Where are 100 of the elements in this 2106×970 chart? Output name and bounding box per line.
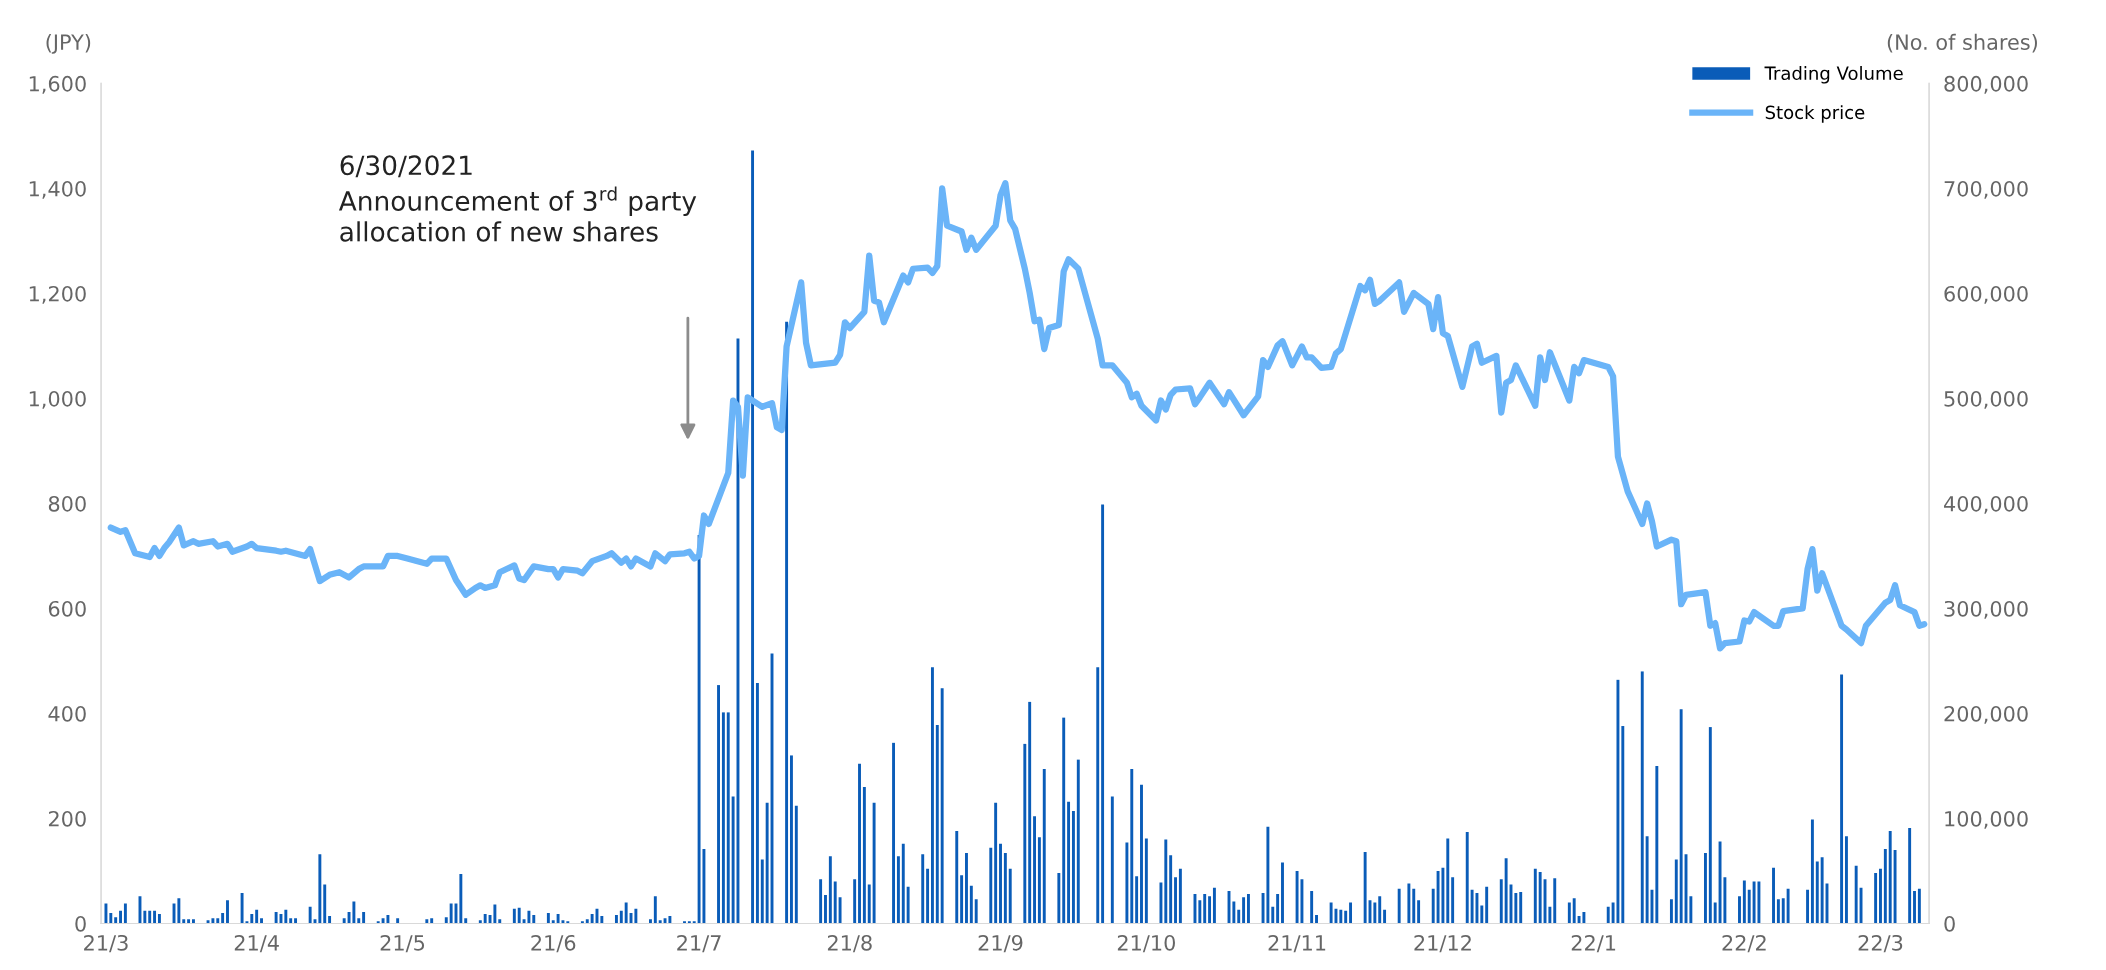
bar <box>1071 811 1075 924</box>
bar <box>157 913 161 924</box>
bar <box>940 688 944 924</box>
bar <box>1436 870 1440 924</box>
annotation: 6/30/2021 Announcement of 3$^{rd}$ party allocation of new shares <box>338 155 697 242</box>
bar <box>551 920 555 924</box>
bar <box>1271 906 1275 924</box>
bar <box>1883 848 1887 924</box>
bar <box>1567 902 1571 924</box>
bar <box>1373 902 1377 924</box>
bar <box>624 902 628 924</box>
bar <box>765 802 769 924</box>
bar <box>216 918 220 924</box>
bar <box>1480 905 1484 924</box>
bar <box>892 742 896 924</box>
bar <box>1888 831 1892 924</box>
bar <box>1674 859 1678 924</box>
bar <box>1553 878 1557 924</box>
bar <box>921 854 925 924</box>
bar <box>1042 769 1046 924</box>
y-tick-label: 800 <box>48 495 86 512</box>
bar <box>1349 902 1353 924</box>
bar <box>755 682 759 924</box>
bar <box>1164 839 1168 924</box>
y-tick-label: 1,000 <box>29 390 86 409</box>
bar <box>478 920 482 924</box>
bar <box>396 918 400 924</box>
bar <box>532 915 536 924</box>
bar <box>969 885 973 924</box>
bar <box>824 895 827 924</box>
bar <box>1854 865 1858 924</box>
bar <box>1645 836 1649 924</box>
bar <box>1110 796 1114 924</box>
bar <box>974 899 978 924</box>
bar <box>342 918 346 924</box>
bar <box>177 898 181 924</box>
bar <box>1908 827 1912 924</box>
bar <box>1514 892 1518 924</box>
y2-tick-label: 100,000 <box>1945 810 2028 829</box>
bar <box>1640 671 1644 924</box>
bar <box>143 910 147 924</box>
bar <box>498 919 502 924</box>
bar <box>1806 889 1810 924</box>
bar <box>1329 902 1333 924</box>
bar <box>1820 857 1824 924</box>
bar <box>1315 915 1318 924</box>
bar <box>328 916 332 924</box>
bar <box>459 874 463 924</box>
bar <box>585 919 589 924</box>
bar <box>1339 909 1343 924</box>
bar <box>653 896 657 924</box>
bar <box>483 913 487 924</box>
bar <box>614 915 618 924</box>
bar <box>751 150 755 924</box>
bar <box>1917 888 1921 924</box>
bar <box>1178 868 1182 924</box>
bar <box>1616 679 1620 924</box>
bar <box>658 920 662 924</box>
bar <box>425 919 429 924</box>
bar <box>1431 888 1435 924</box>
bar <box>1412 888 1416 924</box>
bar <box>1310 890 1314 924</box>
bar <box>556 913 560 924</box>
bar <box>430 918 434 924</box>
bar <box>872 802 876 924</box>
bar <box>1441 867 1445 924</box>
bar <box>838 897 842 924</box>
bar <box>255 909 259 924</box>
bar <box>1470 889 1474 924</box>
bar <box>1533 868 1537 924</box>
bar <box>1718 841 1722 924</box>
bar <box>901 843 905 924</box>
bar <box>1417 900 1421 924</box>
bar <box>999 843 1002 924</box>
bar <box>833 881 837 924</box>
bar <box>731 796 735 924</box>
bar <box>721 712 725 924</box>
bar <box>153 910 157 924</box>
bar <box>1203 894 1207 924</box>
x-tick-label: 21/5 <box>380 934 425 953</box>
bar <box>294 918 298 924</box>
bar <box>600 916 604 924</box>
bar <box>527 910 531 924</box>
bar <box>1893 849 1897 924</box>
bar <box>352 901 356 924</box>
bar <box>1363 852 1367 924</box>
bar <box>634 908 638 924</box>
y2-tick-label: 200,000 <box>1944 705 2028 724</box>
bar <box>1076 759 1080 924</box>
bar <box>1738 896 1741 924</box>
bar <box>386 915 390 924</box>
x-tick-label: 21/9 <box>978 934 1023 953</box>
bar <box>828 856 832 924</box>
bar <box>1028 701 1032 924</box>
y-tick-label: 1,200 <box>29 285 86 304</box>
bar <box>1295 870 1299 924</box>
bar <box>1485 886 1489 924</box>
bar <box>1840 674 1844 924</box>
bar <box>114 917 118 924</box>
bar <box>274 911 278 924</box>
